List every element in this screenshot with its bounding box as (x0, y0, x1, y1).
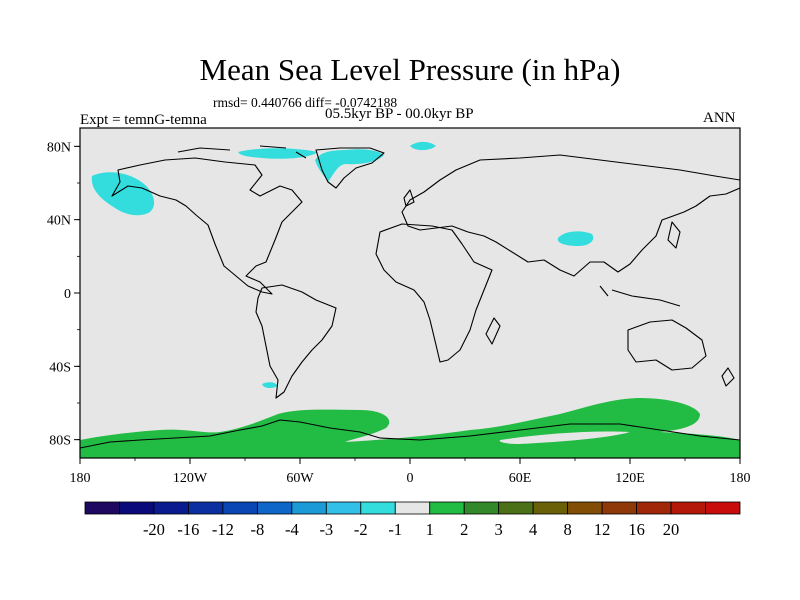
lat-tick-label: 80N (47, 140, 71, 155)
colorbar-label: 3 (495, 520, 503, 539)
coastline-madagascar (485, 317, 501, 345)
colorbar-swatch (636, 501, 672, 515)
coastline-africa (375, 223, 493, 363)
latitude-axis: 80N 40N 0 40S 80S (47, 140, 80, 449)
colorbar-swatch (498, 501, 534, 515)
lon-tick-label: 120E (615, 471, 645, 486)
colorbar-swatch (394, 501, 431, 515)
colorbar-label: -16 (177, 520, 199, 539)
lon-tick-label: 180 (70, 471, 91, 486)
colorbar-swatch (429, 501, 465, 515)
coastline-arctic-islands (177, 145, 307, 159)
anomaly-fill-antarctica (80, 398, 740, 458)
anomaly-fill-patagonia (262, 382, 278, 389)
anomaly-fill-arctic-canada (238, 148, 318, 159)
colorbar-swatch (532, 501, 569, 515)
colorbar-label: 12 (594, 520, 611, 539)
colorbar-swatch (222, 501, 258, 515)
coastline-new-zealand (721, 367, 735, 387)
colorbar-swatch (153, 501, 189, 515)
coastline-australia (627, 319, 707, 371)
coastline-uk (403, 189, 415, 207)
coastline-antarctica (80, 419, 740, 449)
colorbar-swatch (119, 501, 155, 515)
coastline-indonesia (599, 285, 681, 307)
lon-tick-label: 0 (407, 471, 414, 486)
lon-tick-label: 60E (509, 471, 532, 486)
colorbar-swatch (567, 501, 603, 515)
colorbar-label: 1 (426, 520, 434, 539)
colorbar-label: -3 (319, 520, 333, 539)
colorbar-swatch (601, 501, 637, 515)
colorbar-label: -12 (212, 520, 234, 539)
coastline-japan (667, 221, 681, 249)
coastlines (80, 145, 740, 449)
anomaly-fill-barents (410, 141, 436, 151)
colorbar-label: -20 (143, 520, 165, 539)
lat-tick-label: 80S (49, 434, 71, 449)
colorbar-swatch (463, 501, 500, 515)
colorbar-swatch (256, 501, 293, 515)
lon-tick-label: 60W (286, 471, 314, 486)
colorbar-swatch (705, 501, 741, 515)
colorbar-label: -4 (285, 520, 299, 539)
colorbar-swatch (84, 501, 120, 515)
coastline-north-america (111, 157, 303, 295)
rmsd-diff-stats: rmsd= 0.440766 diff= -0.0742188 (213, 95, 398, 110)
colorbar-label: 20 (663, 520, 680, 539)
colorbar-label: -2 (354, 520, 368, 539)
lat-tick-label: 40N (47, 214, 71, 229)
colorbar-label: 4 (529, 520, 537, 539)
pressure-anomaly-fills (80, 141, 740, 458)
colorbar-label: 8 (564, 520, 572, 539)
anomaly-fill-tibet (557, 231, 594, 246)
colorbar-swatch (188, 501, 224, 515)
anomaly-fill-north-pacific (91, 172, 155, 216)
anomaly-fill-greenland (315, 149, 384, 182)
colorbar-swatch (291, 501, 327, 515)
lon-tick-label: 180 (730, 471, 751, 486)
colorbar-label: 2 (460, 520, 468, 539)
colorbar-label: 16 (628, 520, 645, 539)
anomaly-fill-antarctica-inner-gap (499, 431, 630, 444)
lat-tick-label: 40S (49, 360, 71, 375)
colorbar-label: -8 (250, 520, 264, 539)
coastline-eurasia (401, 154, 740, 277)
lat-tick-label: 0 (64, 287, 71, 302)
coastline-greenland (315, 147, 385, 189)
colorbar-label: -1 (388, 520, 402, 539)
time-period-label: 05.5kyr BP - 00.0kyr BP (325, 106, 474, 122)
colorbar-swatch (670, 501, 706, 515)
coastline-south-america (255, 284, 337, 399)
experiment-label: Expt = temnG-temna (80, 112, 207, 128)
lon-tick-label: 120W (173, 471, 208, 486)
map-title: Mean Sea Level Pressure (in hPa) (199, 52, 621, 87)
colorbar-swatch (360, 501, 396, 515)
colorbar-swatch (325, 501, 362, 515)
longitude-axis: 180 120W 60W 0 60E 120E 180 (70, 458, 751, 486)
season-label: ANN (703, 110, 736, 126)
colorbar: -20 -16 -12 -8 -4 -3 -2 -1 1 2 3 4 8 12 16 20 (84, 501, 741, 539)
